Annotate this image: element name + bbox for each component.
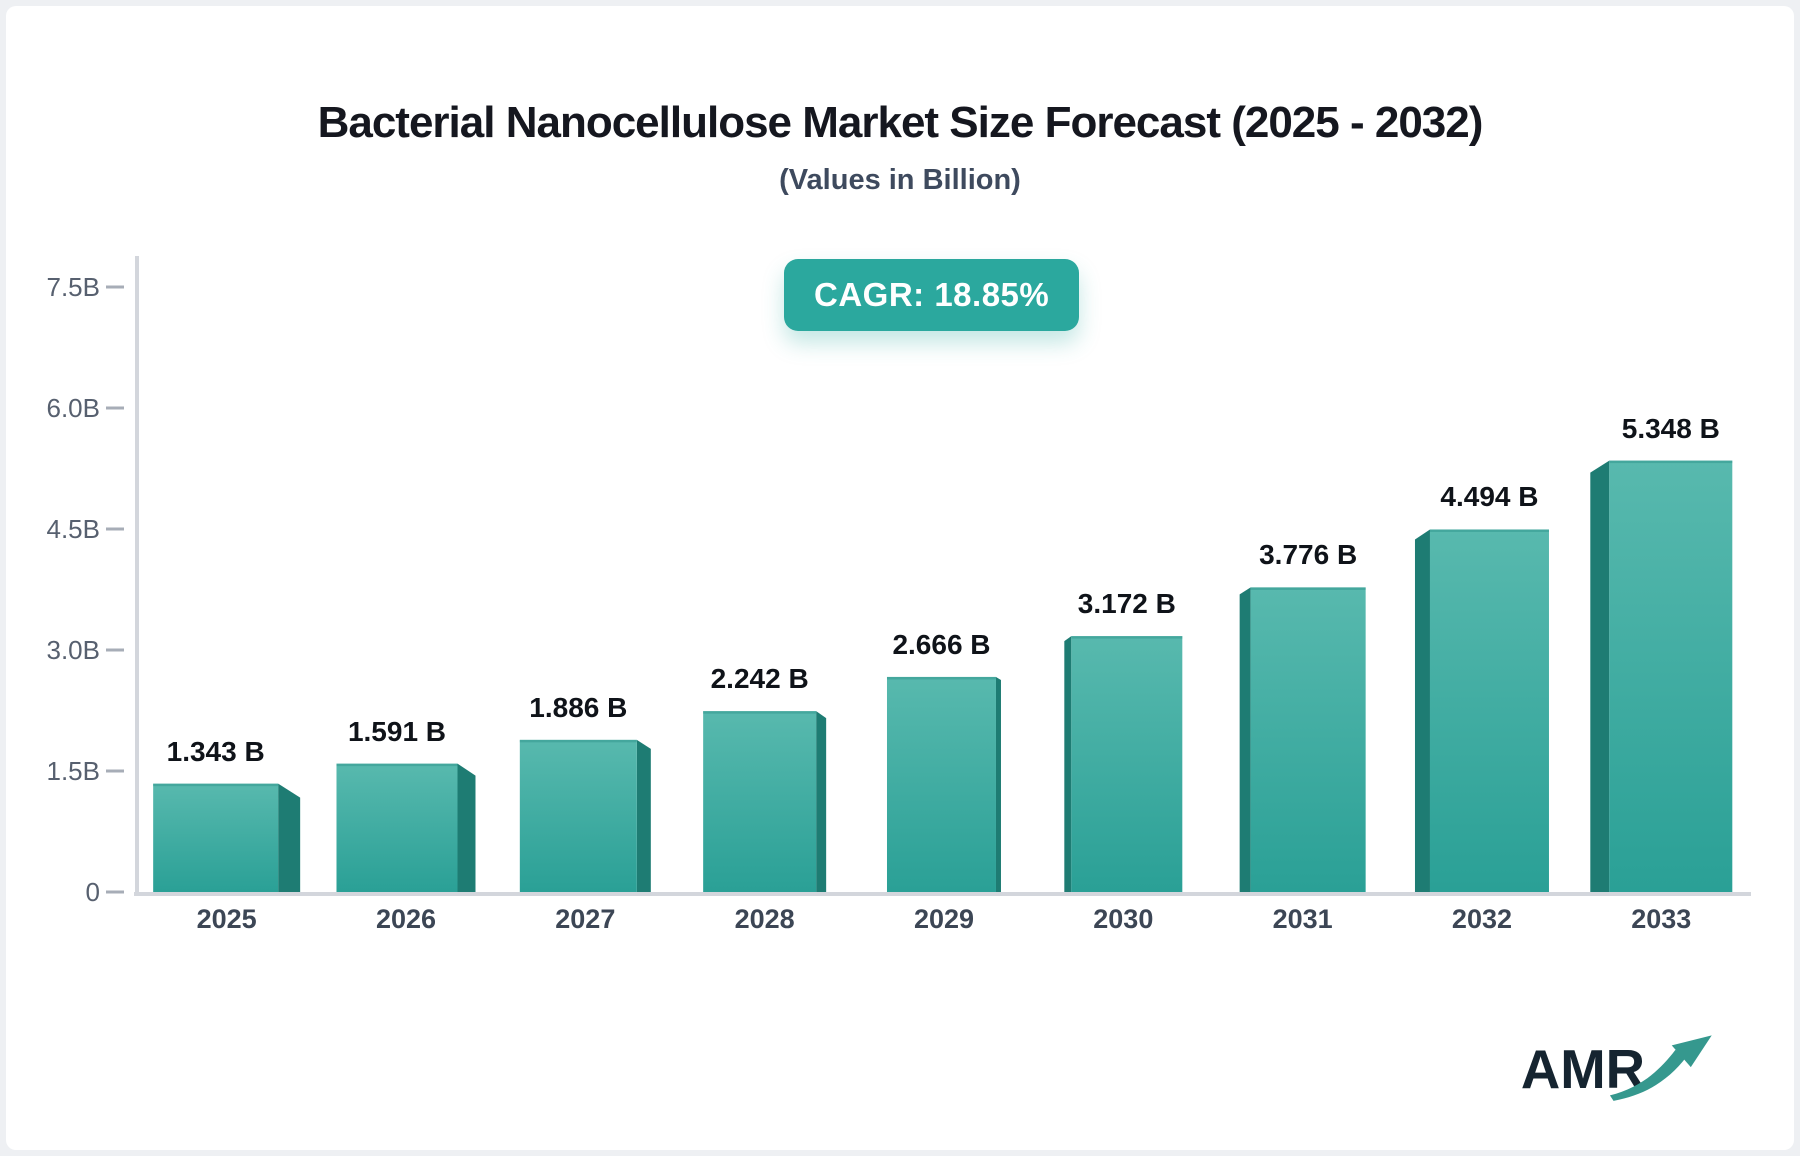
bar-2027 — [519, 739, 637, 892]
bar-top-edge-2032 — [1429, 529, 1549, 532]
amr-logo: AMR — [1519, 1028, 1719, 1110]
bar-2029 — [886, 676, 996, 892]
bar-2025 — [153, 783, 279, 892]
bar-2032 — [1429, 529, 1549, 892]
chart-header: Bacterial Nanocellulose Market Size Fore… — [6, 6, 1794, 197]
chart-card: Bacterial Nanocellulose Market Size Fore… — [6, 6, 1794, 1150]
bar-side-face-2031 — [1239, 587, 1251, 892]
bar-side-face-2033 — [1590, 460, 1610, 892]
bar-side-face-2029 — [995, 676, 1001, 892]
chart-subtitle: (Values in Billion) — [779, 164, 1021, 196]
amr-logo-text: AMR — [1521, 1039, 1645, 1100]
chart-title: Bacterial Nanocellulose Market Size Fore… — [317, 98, 1484, 147]
bar-top-edge-2029 — [886, 676, 996, 680]
growth-arrow-icon — [1609, 1049, 1687, 1101]
bar-side-face-2026 — [457, 763, 476, 892]
bar-top-edge-2033 — [1609, 460, 1733, 464]
growth-arrow-head-icon — [1671, 1035, 1712, 1068]
cagr-badge: CAGR: 18.85% — [784, 259, 1080, 331]
bar-2028 — [703, 711, 817, 892]
bar-chart-canvas — [106, 256, 1751, 896]
bar-2030 — [1071, 636, 1183, 892]
bar-top-edge-2030 — [1071, 636, 1183, 639]
bar-2026 — [336, 763, 458, 892]
bar-side-face-2028 — [816, 711, 827, 892]
axes — [106, 256, 1751, 896]
bar-side-face-2032 — [1414, 529, 1430, 892]
bar-top-edge-2025 — [153, 783, 279, 787]
bar-2031 — [1250, 587, 1366, 892]
bar-top-edge-2031 — [1250, 587, 1366, 590]
bar-side-face-2025 — [278, 783, 301, 892]
amr-logo-graphic: AMR — [1521, 1035, 1712, 1101]
bar-top-edge-2027 — [519, 739, 637, 743]
bar-side-face-2030 — [1064, 636, 1072, 892]
bar-side-face-2027 — [636, 739, 651, 892]
bar-top-edge-2028 — [703, 711, 817, 714]
bar-top-edge-2026 — [336, 763, 458, 767]
bar-2033 — [1609, 460, 1733, 892]
bars — [153, 460, 1733, 892]
